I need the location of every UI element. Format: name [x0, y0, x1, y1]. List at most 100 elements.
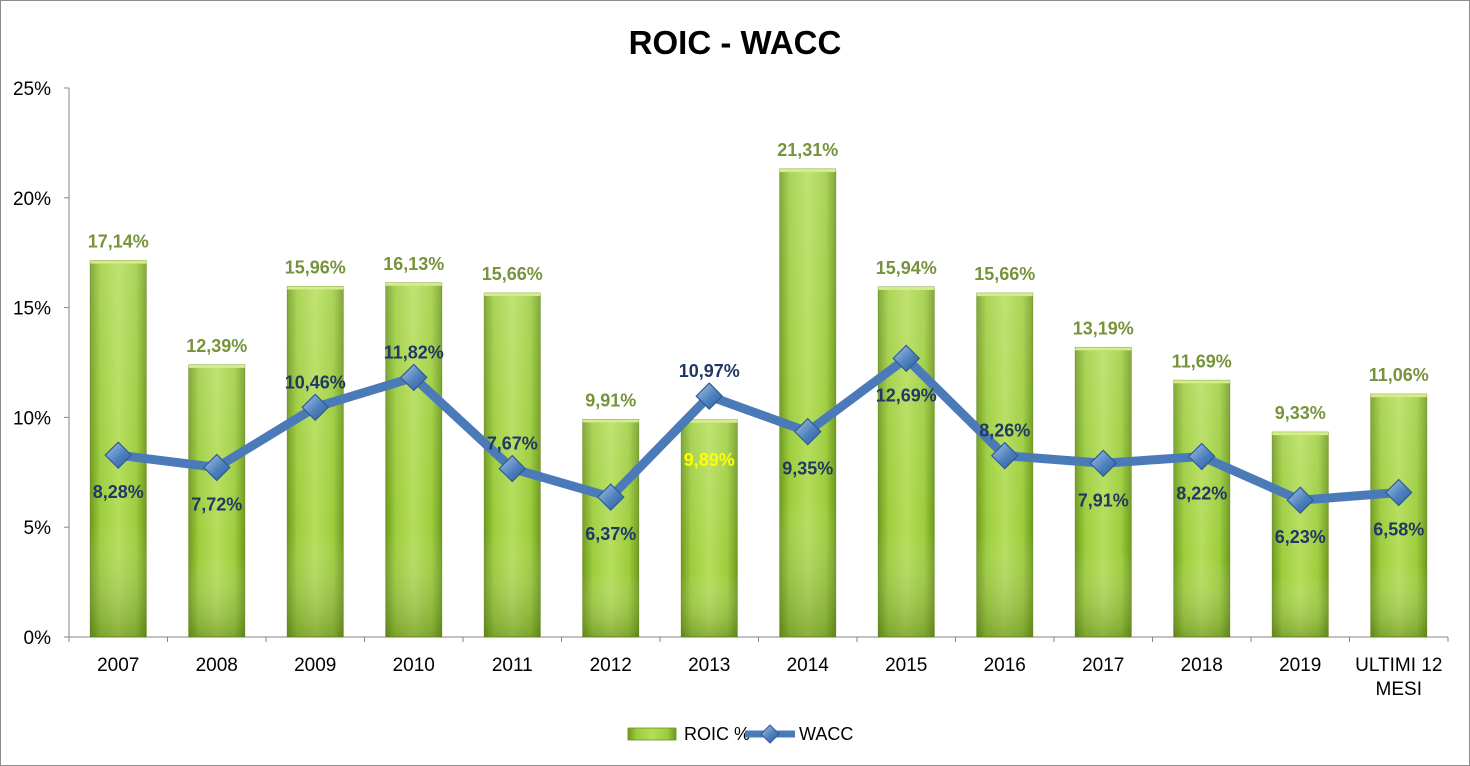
- roic-bar-top: [90, 260, 147, 264]
- wacc-marker: [498, 454, 527, 483]
- wacc-data-label: 10,46%: [285, 372, 346, 392]
- chart-title: ROIC - WACC: [629, 24, 842, 61]
- y-tick-label: 15%: [13, 299, 51, 320]
- x-tick-label: 2013: [688, 655, 730, 676]
- y-tick-label: 5%: [24, 518, 52, 539]
- wacc-data-label: 9,35%: [782, 459, 833, 479]
- roic-data-label: 12,39%: [186, 336, 247, 356]
- roic-bar-shade: [188, 364, 245, 637]
- wacc-marker: [793, 417, 822, 446]
- roic-bar-top: [385, 282, 442, 286]
- wacc-data-label: 7,67%: [487, 434, 538, 454]
- x-tick-label: 2009: [294, 655, 336, 676]
- roic-bar: [188, 364, 246, 638]
- x-tick-label: 2015: [885, 655, 927, 676]
- roic-bar: [286, 286, 344, 638]
- roic-data-label: 15,66%: [482, 264, 543, 284]
- roic-bar-top: [1075, 347, 1132, 351]
- wacc-marker: [1384, 478, 1413, 507]
- x-tick-label: ULTIMI 12: [1355, 655, 1442, 676]
- x-tick-label: 2017: [1082, 655, 1124, 676]
- roic-data-label: 9,91%: [585, 390, 636, 410]
- wacc-data-label: 10,97%: [679, 361, 740, 381]
- wacc-data-label: 12,69%: [876, 385, 937, 405]
- y-tick-label: 25%: [13, 79, 51, 100]
- roic-data-label: 13,19%: [1073, 318, 1134, 338]
- wacc-data-label: 7,91%: [1078, 490, 1129, 510]
- legend-item-wacc: WACC: [745, 724, 853, 744]
- wacc-data-label: 11,82%: [384, 342, 444, 362]
- wacc-data-label: 6,58%: [1373, 520, 1424, 540]
- roic-bar-shade: [385, 282, 442, 637]
- roic-bar: [1074, 346, 1132, 638]
- wacc-marker: [1089, 449, 1118, 478]
- roic-bar-shade: [681, 419, 738, 637]
- wacc-marker: [104, 441, 133, 470]
- roic-data-label: 17,14%: [88, 232, 149, 252]
- roic-bar-top: [1272, 432, 1329, 436]
- legend-item-roic: ROIC %: [627, 724, 750, 744]
- x-tick-label: 2008: [196, 655, 238, 676]
- wacc-data-label: 8,28%: [93, 482, 144, 502]
- roic-bar-top: [681, 419, 738, 423]
- roic-data-label: 11,69%: [1172, 351, 1232, 371]
- x-tick-label: 2019: [1279, 655, 1321, 676]
- legend-swatch-roic: [627, 727, 677, 741]
- x-tick-label: 2010: [393, 655, 435, 676]
- roic-bar-top: [779, 169, 836, 173]
- roic-bar: [877, 286, 935, 638]
- wacc-data-label: 6,37%: [585, 524, 636, 544]
- roic-bar-shade: [1370, 394, 1427, 637]
- roic-bar-top: [878, 286, 935, 290]
- wacc-polyline: [113, 353, 1404, 505]
- roic-bar-shade: [1173, 380, 1230, 637]
- wacc-data-label: 7,72%: [191, 494, 242, 514]
- roic-data-label: 15,66%: [974, 264, 1035, 284]
- wacc-marker: [892, 344, 921, 373]
- roic-bar-shade: [878, 286, 935, 637]
- wacc-marker: [1286, 486, 1315, 515]
- x-tick-label: 2007: [97, 655, 139, 676]
- roic-bar-top: [1370, 394, 1427, 398]
- wacc-marker: [399, 363, 428, 392]
- roic-data-label: 15,94%: [876, 258, 937, 278]
- roic-bar-top: [287, 286, 344, 290]
- legend-label-wacc: WACC: [799, 724, 853, 744]
- roic-data-label: 11,06%: [1369, 365, 1429, 385]
- roic-bar: [385, 282, 443, 638]
- roic-data-label: 9,33%: [1275, 403, 1326, 423]
- roic-bar-top: [582, 419, 639, 423]
- roic-data-label: 21,31%: [777, 140, 838, 160]
- roic-bar-shade: [779, 169, 836, 637]
- x-tick-label: 2012: [590, 655, 632, 676]
- x-tick-label: 2014: [787, 655, 830, 676]
- roic-bar: [1271, 431, 1329, 638]
- roic-bar-shade: [582, 419, 639, 637]
- roic-bar: [582, 418, 640, 638]
- roic-bar-top: [484, 293, 541, 297]
- roic-data-label: 16,13%: [383, 254, 444, 274]
- y-tick-label: 10%: [13, 408, 51, 429]
- wacc-data-label: 6,23%: [1275, 527, 1326, 547]
- legend: ROIC % WACC: [627, 724, 853, 744]
- roic-bar: [1370, 393, 1428, 638]
- wacc-marker: [596, 483, 625, 511]
- wacc-marker: [990, 441, 1019, 470]
- roic-bar-shade: [1272, 432, 1329, 637]
- legend-label-roic: ROIC %: [684, 724, 750, 744]
- wacc-marker: [301, 393, 330, 422]
- roic-bar-top: [188, 364, 245, 368]
- x-tick-label: 2016: [984, 655, 1026, 676]
- legend-swatch-wacc-marker: [760, 724, 780, 744]
- y-tick-label: 20%: [13, 189, 51, 210]
- x-tick-label: 2011: [492, 655, 533, 676]
- wacc-data-label: 8,22%: [1176, 483, 1227, 503]
- roic-data-label: 9,89%: [684, 450, 735, 470]
- wacc-marker: [202, 453, 231, 482]
- x-tick-label: 2018: [1181, 655, 1223, 676]
- wacc-marker: [695, 382, 724, 410]
- roic-bar: [1173, 379, 1231, 638]
- roic-bar-shade: [287, 286, 344, 637]
- roic-bar-shade: [1075, 347, 1132, 637]
